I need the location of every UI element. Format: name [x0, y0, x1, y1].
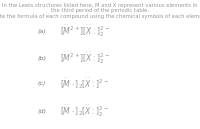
Text: In the Lewis structures listed here, M and X represent various elements in the t: In the Lewis structures listed here, M a… — [2, 3, 198, 13]
Text: Write the formula of each compound using the chemical symbols of each element:: Write the formula of each compound using… — [0, 14, 200, 19]
Text: $[\overset{..}{M}\cdot]_{2}[\overset{..}{X}:]^{2-}_{2}$: $[\overset{..}{M}\cdot]_{2}[\overset{..}… — [60, 103, 109, 119]
Text: $[\overset{..}{M}^{2+}][\overset{..}{X}:]^{2-}_{2}$: $[\overset{..}{M}^{2+}][\overset{..}{X}:… — [60, 50, 110, 66]
Text: (c): (c) — [37, 81, 46, 86]
Text: (b): (b) — [37, 56, 46, 61]
Text: (a): (a) — [37, 29, 46, 34]
Text: $[\overset{..}{M}^{2+}][\overset{..}{X}:]^{2-}_{2}$: $[\overset{..}{M}^{2+}][\overset{..}{X}:… — [60, 24, 110, 39]
Text: $[\overset{..}{M}\cdot]_{2}[\overset{..}{X}:]^{2-}$: $[\overset{..}{M}\cdot]_{2}[\overset{..}… — [60, 76, 109, 91]
Text: (d): (d) — [37, 109, 46, 114]
